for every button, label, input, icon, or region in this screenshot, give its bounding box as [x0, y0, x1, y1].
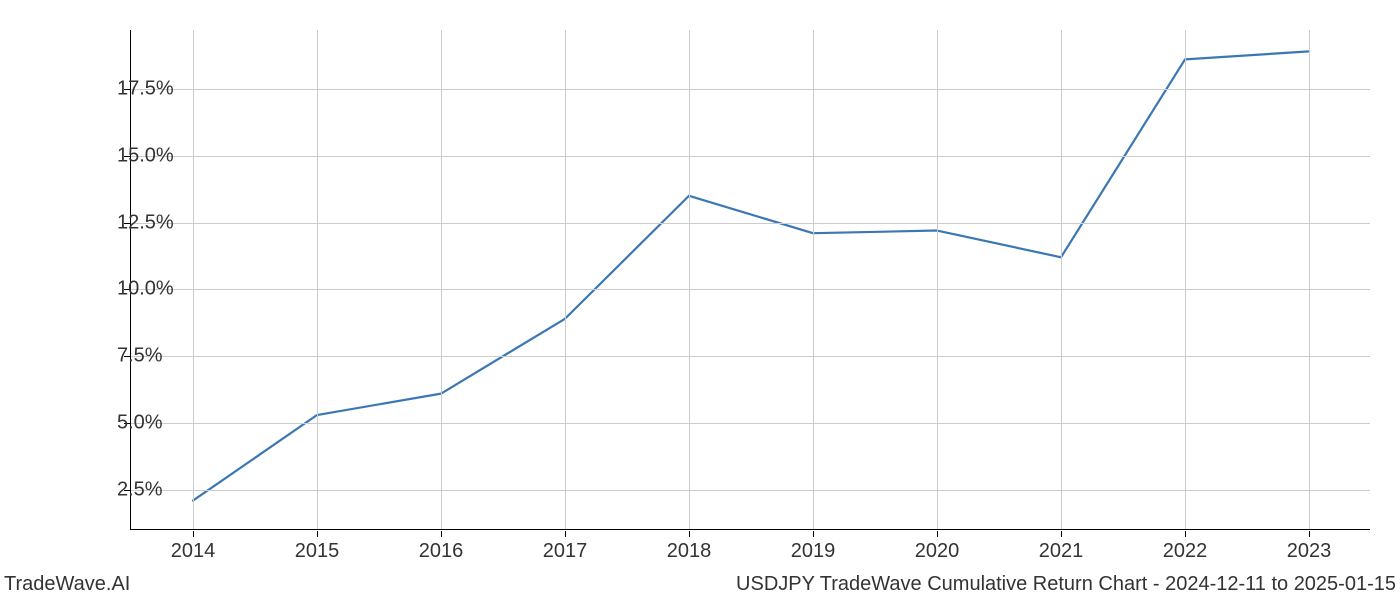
x-tick: [937, 531, 938, 537]
gridline-horizontal: [131, 423, 1370, 424]
x-tick-label: 2014: [171, 540, 216, 563]
x-tick: [317, 531, 318, 537]
x-tick-label: 2019: [791, 540, 836, 563]
x-tick: [813, 531, 814, 537]
footer-right-caption: USDJPY TradeWave Cumulative Return Chart…: [736, 573, 1396, 596]
gridline-horizontal: [131, 223, 1370, 224]
gridline-vertical: [193, 30, 194, 529]
chart-container: 2014 2015 2016 2017 2018 2019 2020 2021 2022 2023…: [0, 0, 1400, 600]
gridline-vertical: [813, 30, 814, 529]
gridline-horizontal: [131, 89, 1370, 90]
gridline-horizontal: [131, 356, 1370, 357]
gridline-vertical: [1185, 30, 1186, 529]
gridline-vertical: [317, 30, 318, 529]
x-tick-label: 2018: [667, 540, 712, 563]
gridline-vertical: [937, 30, 938, 529]
gridline-vertical: [1309, 30, 1310, 529]
x-tick: [1185, 531, 1186, 537]
gridline-horizontal: [131, 289, 1370, 290]
plot-area: 2014201520162017201820192020202120222023…: [130, 30, 1370, 530]
gridline-horizontal: [131, 490, 1370, 491]
x-tick-label: 2022: [1163, 540, 1208, 563]
gridline-vertical: [441, 30, 442, 529]
gridline-vertical: [565, 30, 566, 529]
x-tick: [193, 531, 194, 537]
x-tick-label: 2021: [1039, 540, 1084, 563]
x-tick: [565, 531, 566, 537]
cumulative-return-line: [193, 51, 1309, 500]
gridline-vertical: [689, 30, 690, 529]
x-tick: [441, 531, 442, 537]
x-tick-label: 2015: [295, 540, 340, 563]
gridline-horizontal: [131, 156, 1370, 157]
x-tick: [1061, 531, 1062, 537]
x-tick-label: 2023: [1287, 540, 1332, 563]
x-tick-label: 2020: [915, 540, 960, 563]
gridline-vertical: [1061, 30, 1062, 529]
x-tick: [689, 531, 690, 537]
x-tick: [1309, 531, 1310, 537]
x-tick-label: 2016: [419, 540, 464, 563]
x-tick-label: 2017: [543, 540, 588, 563]
footer-left-brand: TradeWave.AI: [4, 573, 130, 596]
